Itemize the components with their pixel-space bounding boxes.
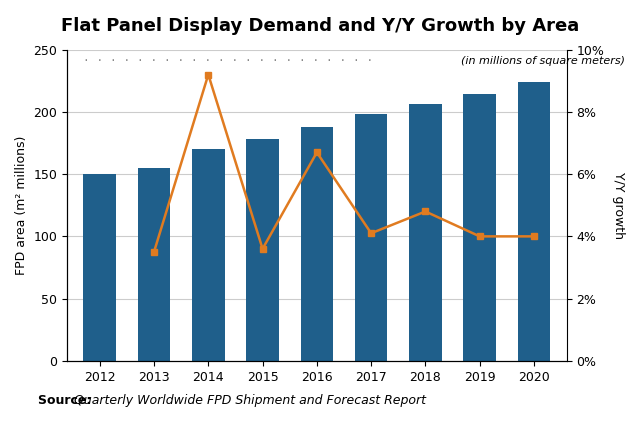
Bar <box>355 114 387 361</box>
Text: Quarterly Worldwide FPD Shipment and Forecast Report: Quarterly Worldwide FPD Shipment and For… <box>74 394 426 407</box>
Bar <box>518 82 550 361</box>
Bar <box>463 95 496 361</box>
Y-axis label: Y/Y growth: Y/Y growth <box>612 172 625 239</box>
Text: (in millions of square meters): (in millions of square meters) <box>461 56 625 67</box>
Bar <box>301 127 333 361</box>
Text: · · · · · · · · · · · · · · · · · · · · · ·: · · · · · · · · · · · · · · · · · · · · … <box>83 56 380 67</box>
Y-axis label: FPD area (m² millions): FPD area (m² millions) <box>15 136 28 275</box>
Bar <box>409 104 442 361</box>
Text: Flat Panel Display Demand and Y/Y Growth by Area: Flat Panel Display Demand and Y/Y Growth… <box>61 17 579 35</box>
Bar <box>192 149 225 361</box>
Bar <box>246 139 279 361</box>
Bar <box>138 168 170 361</box>
Text: Source:: Source: <box>38 394 96 407</box>
Bar <box>83 174 116 361</box>
